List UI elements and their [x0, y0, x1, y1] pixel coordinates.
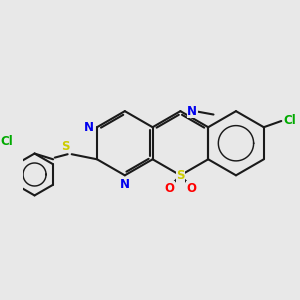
Text: O: O [165, 182, 175, 195]
Text: N: N [120, 178, 130, 191]
Text: Cl: Cl [1, 135, 13, 148]
Text: Cl: Cl [283, 113, 296, 127]
Text: N: N [84, 121, 94, 134]
Text: O: O [186, 182, 196, 195]
Text: N: N [187, 105, 197, 118]
Text: S: S [176, 169, 184, 182]
Text: S: S [61, 140, 70, 152]
